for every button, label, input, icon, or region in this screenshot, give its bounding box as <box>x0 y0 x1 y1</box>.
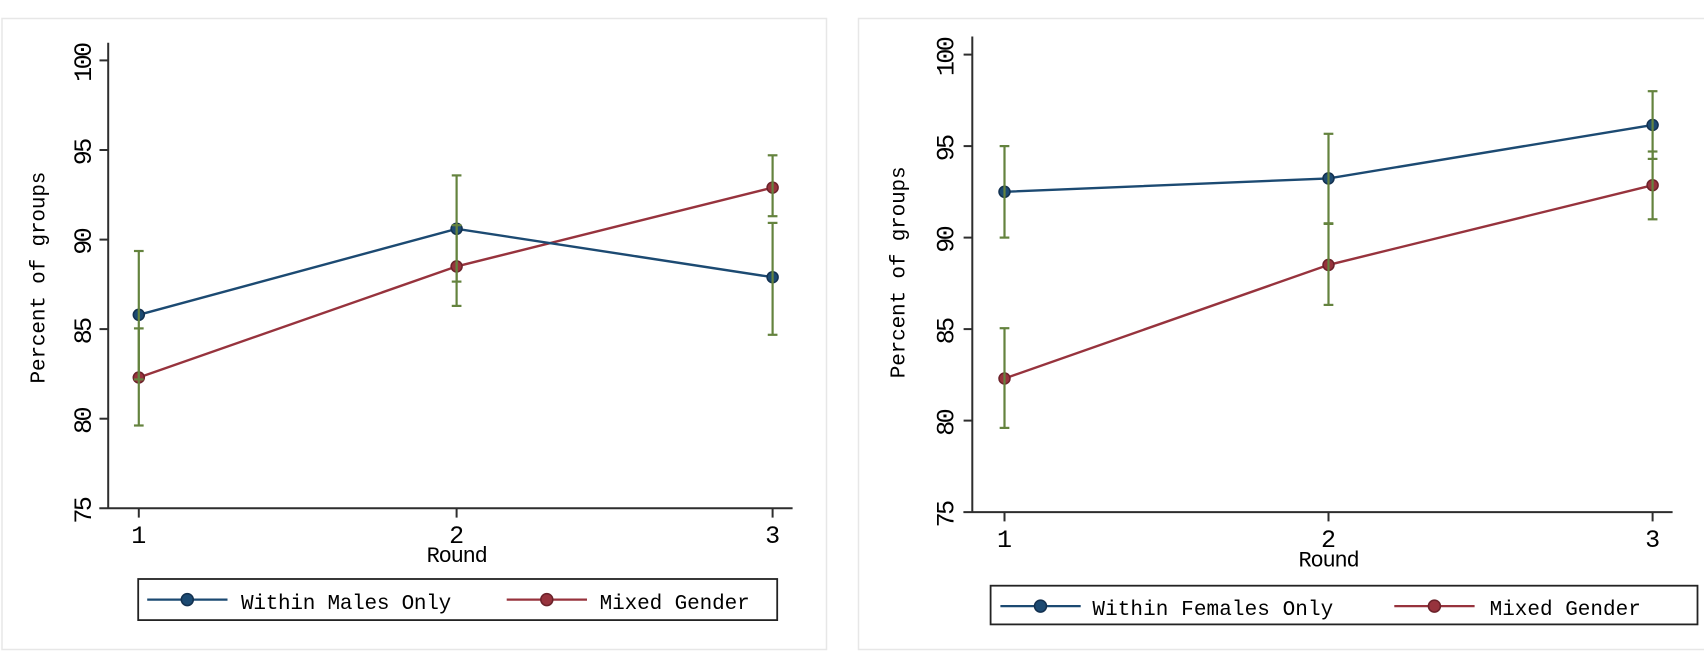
svg-text:90: 90 <box>932 226 961 252</box>
svg-text:80: 80 <box>70 408 99 434</box>
svg-text:Percent of groups: Percent of groups <box>889 167 912 379</box>
svg-text:3: 3 <box>765 522 780 551</box>
svg-text:95: 95 <box>932 135 961 161</box>
svg-text:Mixed Gender: Mixed Gender <box>600 593 750 616</box>
svg-text:Mixed Gender: Mixed Gender <box>1490 599 1641 622</box>
svg-text:Percent of groups: Percent of groups <box>28 172 51 384</box>
svg-text:75: 75 <box>70 497 99 523</box>
svg-text:Round: Round <box>427 544 487 569</box>
svg-text:3: 3 <box>1645 526 1660 555</box>
svg-text:2: 2 <box>1321 526 1336 555</box>
svg-text:Within Females Only: Within Females Only <box>1092 599 1333 622</box>
svg-text:Within Males Only: Within Males Only <box>241 593 451 616</box>
svg-text:100: 100 <box>70 43 99 82</box>
svg-text:75: 75 <box>932 501 961 527</box>
svg-text:80: 80 <box>932 409 961 435</box>
svg-text:2: 2 <box>449 522 464 551</box>
svg-text:85: 85 <box>70 318 99 344</box>
svg-text:1: 1 <box>131 522 146 551</box>
svg-text:95: 95 <box>70 139 99 165</box>
svg-text:85: 85 <box>932 318 961 344</box>
svg-text:90: 90 <box>70 228 99 254</box>
svg-text:1: 1 <box>997 526 1012 555</box>
svg-text:Round: Round <box>1298 549 1358 574</box>
svg-text:100: 100 <box>932 37 961 76</box>
